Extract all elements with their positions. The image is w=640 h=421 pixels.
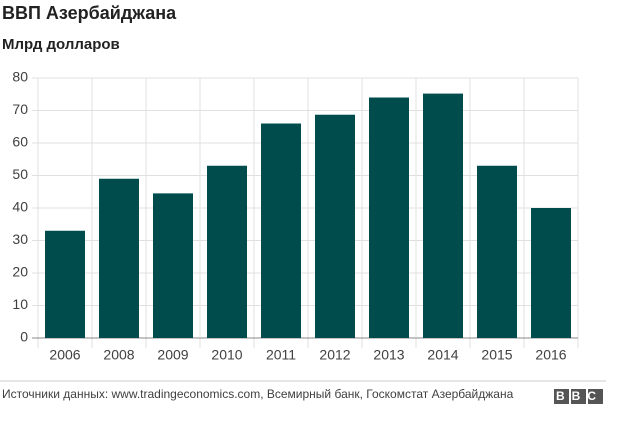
bar xyxy=(423,93,463,338)
bar xyxy=(45,230,85,338)
bar xyxy=(315,114,355,338)
chart-subtitle: Млрд долларов xyxy=(2,36,120,53)
x-tick-label: 2009 xyxy=(157,347,188,363)
bar xyxy=(261,123,301,338)
bar xyxy=(99,178,139,338)
y-tick-label: 10 xyxy=(12,296,28,312)
source-note: Источники данных: www.tradingeconomics.c… xyxy=(2,387,514,401)
logo: BBC xyxy=(554,389,603,404)
y-tick-label: 60 xyxy=(12,134,28,150)
logo-text: BBC xyxy=(556,389,603,403)
x-tick-label: 2015 xyxy=(481,347,512,363)
y-tick-label: 30 xyxy=(12,231,28,247)
x-tick-label: 2013 xyxy=(373,347,404,363)
x-tick-label: 2011 xyxy=(266,347,296,363)
x-tick-label: 2012 xyxy=(319,347,350,363)
x-tick-label: 2008 xyxy=(103,347,134,363)
y-tick-label: 50 xyxy=(12,166,28,182)
x-tick-label: 2016 xyxy=(535,347,566,363)
bar xyxy=(531,208,571,338)
logo-box xyxy=(554,389,569,404)
y-tick-label: 80 xyxy=(12,69,28,85)
x-tick-label: 2014 xyxy=(427,347,458,363)
bar xyxy=(207,165,247,338)
y-tick-label: 70 xyxy=(12,101,28,117)
bar xyxy=(477,165,517,338)
y-tick-label: 0 xyxy=(20,329,28,345)
x-tick-label: 2010 xyxy=(211,347,242,363)
chart-title: ВВП Азербайджана xyxy=(2,3,177,23)
logo-box xyxy=(588,389,603,404)
y-tick-label: 40 xyxy=(12,199,28,215)
logo-box xyxy=(571,389,586,404)
y-tick-label: 20 xyxy=(12,264,28,280)
bar xyxy=(369,97,409,338)
bar xyxy=(153,193,193,338)
x-tick-label: 2006 xyxy=(49,347,80,363)
